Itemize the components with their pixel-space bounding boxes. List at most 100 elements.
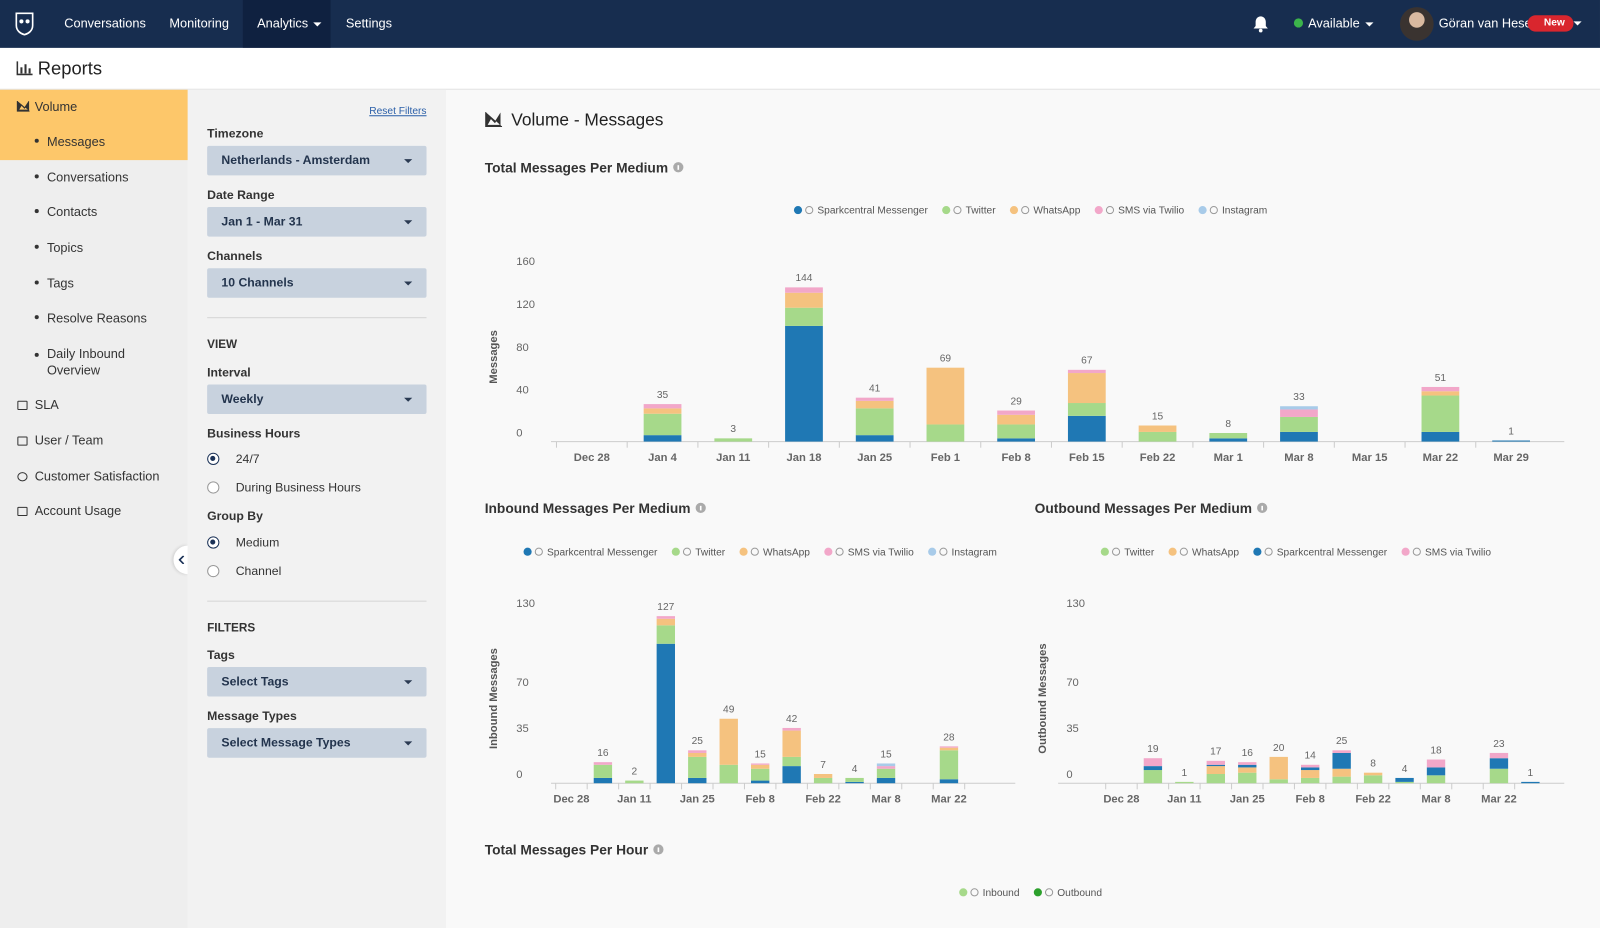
- radio-label[interactable]: 24/7: [235, 451, 260, 467]
- total-label: 4: [1402, 764, 1408, 775]
- x-tick-label: Jan 18: [786, 452, 821, 464]
- total-label: 28: [943, 732, 955, 743]
- bar-segment: [1426, 767, 1446, 776]
- bar-segment: [1138, 431, 1177, 442]
- bar-segment: [1143, 766, 1163, 771]
- bar-segment: [782, 756, 801, 767]
- x-tick-label: Jan 25: [1230, 794, 1265, 806]
- sidebar-item[interactable]: Topics: [46, 240, 84, 255]
- new-badge: New: [1527, 15, 1574, 32]
- bar-segment: [1206, 764, 1225, 767]
- chart-title: Inbound Messages Per Medium: [485, 501, 691, 516]
- reset-filters[interactable]: Reset Filters: [369, 106, 427, 118]
- bar-segment: [1521, 781, 1540, 784]
- x-tick-label: Feb 15: [1069, 452, 1105, 464]
- legend-swatch: [942, 205, 951, 215]
- legend-icon: [1412, 547, 1421, 556]
- y-axis-label: Inbound Messages: [488, 648, 500, 749]
- bell-icon[interactable]: [1253, 15, 1268, 33]
- interval-select[interactable]: Weekly: [207, 384, 427, 415]
- y-tick-label: 80: [516, 342, 528, 354]
- field-select[interactable]: Select Tags: [207, 666, 427, 697]
- status[interactable]: Available: [1288, 0, 1379, 48]
- bar-segment: [855, 400, 894, 409]
- radio-label[interactable]: During Business Hours: [235, 480, 361, 495]
- radio[interactable]: [207, 452, 220, 466]
- total-label: 41: [869, 384, 881, 395]
- radio-label[interactable]: Medium: [235, 535, 280, 550]
- bar-segment: [1269, 779, 1288, 784]
- x-tick-label: Mar 29: [1493, 452, 1529, 464]
- field-select[interactable]: 10 Channels: [207, 268, 427, 298]
- legend-icon: [1209, 205, 1218, 215]
- sidebar-item[interactable]: Messages: [46, 134, 106, 149]
- radio[interactable]: [207, 481, 220, 494]
- bar-segment: [939, 750, 959, 780]
- bar-segment: [1332, 752, 1351, 769]
- bar-segment: [688, 750, 707, 753]
- legend-swatch: [1009, 205, 1019, 215]
- field-select[interactable]: Jan 1 - Mar 31: [207, 207, 427, 237]
- radio-label[interactable]: Channel: [235, 563, 282, 579]
- bar-segment: [593, 777, 613, 784]
- x-tick-label: Jan 11: [617, 794, 651, 806]
- status-label: Available: [1308, 16, 1360, 31]
- collapse-tab[interactable]: [173, 545, 188, 575]
- total-label: 51: [1435, 373, 1447, 384]
- legend-icon: [1264, 547, 1273, 556]
- nav-conversations[interactable]: Conversations: [64, 16, 146, 31]
- user-name[interactable]: Göran van Hese: [1438, 16, 1532, 31]
- bar-segment: [785, 307, 823, 326]
- logo: [15, 12, 34, 36]
- sidebar-item[interactable]: Daily Inbound Overview: [46, 346, 125, 378]
- bar-segment: [1209, 433, 1248, 439]
- total-label: 3: [730, 424, 736, 435]
- sidebar-section[interactable]: Volume: [34, 99, 78, 115]
- sidebar-section[interactable]: Account Usage: [34, 503, 122, 519]
- bar-segment: [719, 718, 738, 765]
- field-label: Date Range: [207, 187, 275, 202]
- bar-segment: [1426, 775, 1446, 784]
- bar-segment: [1067, 369, 1106, 374]
- bar-segment: [1421, 391, 1460, 396]
- field-label: Channels: [207, 248, 263, 264]
- y-tick-label: 0: [516, 769, 522, 781]
- sidebar-section[interactable]: SLA: [34, 397, 59, 412]
- bar-segment: [785, 325, 823, 442]
- field-select-value: Netherlands - Amsterdam: [221, 152, 370, 168]
- sidebar-section[interactable]: Customer Satisfaction: [34, 469, 160, 484]
- bar-segment: [1426, 759, 1446, 768]
- sidebar-item[interactable]: Tags: [46, 276, 74, 291]
- bar-segment: [656, 625, 675, 644]
- sidebar-section[interactable]: User / Team: [34, 433, 104, 448]
- avatar[interactable]: [1399, 7, 1434, 41]
- legend-label: Twitter: [695, 547, 726, 558]
- top-nav: Conversations Monitoring Analytics Setti…: [0, 0, 1600, 48]
- field-select[interactable]: Netherlands - Amsterdam: [207, 145, 427, 176]
- sidebar-item[interactable]: Conversations: [46, 170, 129, 185]
- nav-settings[interactable]: Settings: [345, 16, 393, 31]
- bar-segment: [1067, 373, 1106, 404]
- legend-icon: [1045, 888, 1054, 897]
- filter-panel: Reset Filters VIEW Interval Weekly Busin…: [187, 89, 446, 928]
- nav-analytics[interactable]: Analytics: [242, 0, 331, 48]
- x-tick-label: Dec 28: [1103, 794, 1139, 806]
- business-hours-label: Business Hours: [207, 426, 301, 441]
- radio[interactable]: [207, 536, 220, 549]
- field-select[interactable]: Select Message Types: [207, 728, 427, 758]
- bar-segment: [785, 287, 823, 293]
- x-tick-label: Feb 8: [1296, 794, 1325, 806]
- bar-segment: [593, 762, 613, 765]
- sidebar-item[interactable]: Contacts: [46, 204, 98, 220]
- x-tick-label: Mar 8: [1421, 794, 1450, 806]
- y-tick-label: 130: [1066, 598, 1085, 610]
- radio[interactable]: [207, 564, 220, 578]
- nav-monitoring[interactable]: Monitoring: [169, 16, 229, 31]
- x-tick-label: Feb 22: [1355, 794, 1391, 806]
- total-label: 16: [597, 748, 609, 759]
- sidebar-item[interactable]: Resolve Reasons: [46, 311, 147, 326]
- y-tick-label: 35: [1066, 723, 1078, 735]
- legend-icon: [1179, 547, 1188, 556]
- total-label: 49: [723, 705, 735, 716]
- legend-label: Instagram: [1222, 206, 1267, 217]
